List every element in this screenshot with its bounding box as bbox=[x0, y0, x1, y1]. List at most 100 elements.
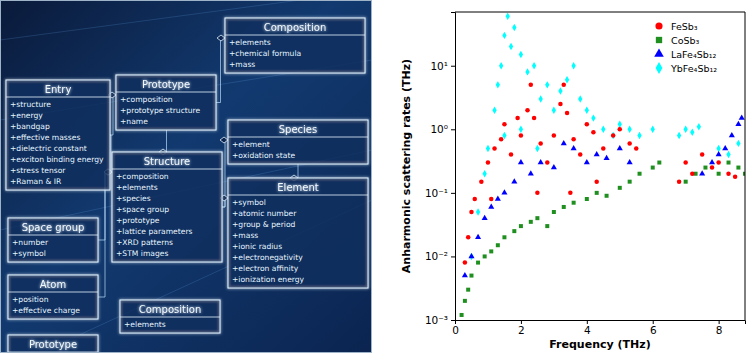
scatter-point bbox=[545, 224, 549, 228]
scatter-point bbox=[634, 146, 639, 151]
box-field: +space group bbox=[116, 205, 169, 214]
box-frame bbox=[228, 120, 368, 164]
scatter-point bbox=[528, 170, 534, 175]
legend-label: CoSb₃ bbox=[671, 35, 700, 46]
scatter-point bbox=[489, 249, 493, 253]
scatter-point bbox=[519, 133, 524, 138]
diagram-border bbox=[1, 1, 372, 353]
tick: 0 bbox=[452, 320, 459, 336]
scatter-point bbox=[506, 13, 510, 20]
legend: FeSb₃CoSb₃LaFe₄Sb₁₂YbFe₄Sb₁₂ bbox=[654, 21, 717, 74]
scatter-point bbox=[519, 51, 523, 58]
scatter-point bbox=[479, 179, 484, 184]
scatter-point bbox=[551, 164, 557, 169]
scatter-point bbox=[511, 178, 517, 183]
class-box: Species+element+oxidation state bbox=[228, 120, 368, 164]
scatter-point bbox=[722, 145, 728, 150]
tick: 10⁻² bbox=[425, 250, 455, 262]
scatter-point bbox=[736, 140, 740, 147]
scatter-point bbox=[736, 166, 740, 170]
scatter-point bbox=[562, 205, 566, 209]
box-field: +mass bbox=[232, 231, 258, 240]
diagram-background bbox=[0, 0, 372, 353]
box-frame bbox=[228, 178, 368, 288]
tick: 10⁻¹ bbox=[425, 187, 455, 199]
box-field: +atomic number bbox=[232, 209, 297, 218]
class-box: Element+symbol+atomic number+group & per… bbox=[228, 178, 368, 288]
scatter-point bbox=[462, 272, 468, 277]
scatter-point bbox=[482, 215, 488, 220]
scatter-point bbox=[502, 122, 507, 127]
scatter-point bbox=[535, 191, 540, 196]
tick-label: 10⁻¹ bbox=[425, 187, 448, 199]
box-frame bbox=[6, 80, 110, 190]
scatter-point bbox=[483, 170, 487, 177]
scatter-point bbox=[571, 145, 577, 150]
scatter-point bbox=[509, 152, 514, 157]
tick-label: 6 bbox=[650, 324, 657, 336]
scatter-point bbox=[483, 254, 487, 258]
box-title: Structure bbox=[144, 156, 191, 167]
scatter-point bbox=[605, 194, 609, 198]
tick-label: 2 bbox=[518, 324, 525, 336]
legend-marker bbox=[656, 37, 662, 43]
scatter-point bbox=[716, 145, 720, 152]
scatter-point bbox=[690, 128, 694, 135]
scatter-point bbox=[611, 133, 616, 138]
y-axis-title: Anharmonic scattering rates (THz) bbox=[400, 59, 413, 273]
scatter-point bbox=[475, 234, 481, 239]
scatter-point bbox=[684, 126, 688, 133]
tick-label: 10⁻³ bbox=[425, 314, 448, 326]
scatter-point bbox=[518, 159, 524, 164]
tick-label: 10⁻² bbox=[425, 250, 448, 262]
scatter-point bbox=[733, 174, 738, 179]
scatter-point bbox=[677, 179, 682, 184]
box-field: +symbol bbox=[232, 198, 266, 207]
scatter-point bbox=[545, 160, 550, 165]
tick: 2 bbox=[518, 320, 525, 336]
scatter-point bbox=[473, 197, 478, 202]
scatter-point bbox=[627, 159, 633, 164]
box-title: Composition bbox=[264, 22, 326, 33]
scatter-point bbox=[578, 152, 583, 157]
scatter-point bbox=[584, 159, 590, 164]
scatter-point bbox=[677, 132, 681, 139]
box-field: +XRD patterns bbox=[116, 238, 173, 247]
box-field: +number bbox=[12, 238, 49, 247]
y-axis: 10⁻³10⁻²10⁻¹10⁰10¹ bbox=[425, 13, 456, 326]
box-field: +energy bbox=[10, 111, 43, 120]
scatter-point bbox=[552, 210, 556, 214]
diagram-panel: Composition+elements+chemical formula+ma… bbox=[0, 0, 372, 353]
scatter-point bbox=[729, 132, 735, 137]
scatter-point bbox=[735, 121, 741, 126]
tick-mark bbox=[719, 320, 720, 324]
scatter-point bbox=[585, 106, 589, 113]
scatter-point bbox=[492, 106, 496, 113]
box-field: +bandgap bbox=[10, 122, 50, 131]
legend-marker bbox=[655, 22, 662, 29]
plot-area bbox=[460, 13, 745, 317]
scatter-point bbox=[618, 186, 622, 190]
scatter-point bbox=[502, 235, 506, 239]
connector bbox=[298, 164, 299, 178]
box-field: +name bbox=[120, 117, 148, 126]
scatter-point bbox=[697, 123, 701, 130]
axis-line bbox=[456, 321, 746, 325]
x-axis-title: Frequency (THz) bbox=[549, 338, 650, 351]
box-field: +composition bbox=[116, 172, 169, 181]
series bbox=[462, 115, 745, 278]
tick-mark bbox=[451, 320, 455, 321]
scatter-point bbox=[486, 160, 491, 165]
scatter-point bbox=[501, 189, 507, 194]
scatter-point bbox=[502, 32, 506, 39]
tick-label: 10⁰ bbox=[430, 123, 448, 135]
box-title: Species bbox=[279, 124, 318, 135]
tick: 8 bbox=[716, 320, 723, 336]
scatter-point bbox=[558, 102, 563, 107]
legend-label: YbFe₄Sb₁₂ bbox=[670, 63, 717, 74]
box-title: Space group bbox=[22, 222, 85, 233]
box-field: +electronegativity bbox=[232, 253, 303, 262]
box-field: +prototype bbox=[116, 216, 160, 225]
legend-marker bbox=[656, 62, 663, 74]
scatter-point bbox=[463, 299, 467, 303]
